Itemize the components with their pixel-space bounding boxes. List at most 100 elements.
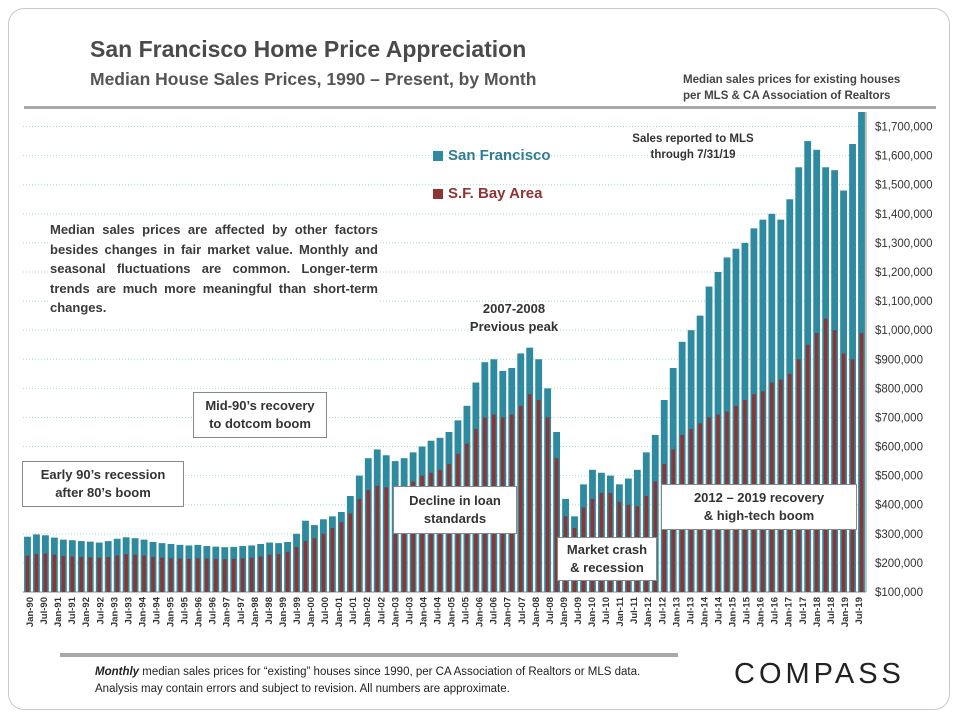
y-tick-label: $1,100,000 [875, 296, 933, 308]
x-tick-label: Jan-05 [447, 596, 458, 627]
x-tick-label: Jul-07 [517, 597, 528, 624]
x-tick-label: Jan-08 [531, 597, 542, 627]
bar-bay-area [178, 558, 182, 592]
x-tick-label: Jul-92 [95, 597, 106, 624]
x-tick-label: Jul-08 [545, 597, 556, 624]
chart-subtitle: Median House Sales Prices, 1990 – Presen… [90, 69, 537, 89]
bar-bay-area [357, 498, 362, 592]
bar-bay-area [258, 556, 263, 592]
bar-bay-area [832, 330, 837, 592]
y-tick-label: $700,000 [875, 412, 923, 424]
x-tick-label: Jul-10 [601, 597, 612, 624]
annotation-recovery: 2012 – 2019 recovery & high-tech boom [661, 484, 857, 530]
x-tick-label: Jan-95 [166, 596, 177, 627]
bar-bay-area [321, 533, 326, 592]
bar-bay-area [375, 485, 380, 592]
x-tick-label: Jul-16 [770, 597, 781, 624]
x-tick-label: Jul-13 [685, 597, 696, 624]
footer-divider [60, 653, 678, 657]
bar-bay-area [34, 554, 39, 592]
y-tick-label: $600,000 [875, 442, 923, 454]
annotation-decline-line-2: standards [423, 511, 487, 526]
x-tick-label: Jul-17 [798, 597, 809, 624]
annotation-peak-line-2: Previous peak [469, 319, 559, 334]
footer-italic: Monthly [95, 666, 140, 678]
annotation-market-crash: Market crash & recession [557, 537, 657, 581]
x-tick-label: Jul-12 [657, 597, 668, 624]
x-tick-label: Jul-99 [292, 597, 303, 624]
x-tick-label: Jan-98 [250, 597, 261, 627]
x-tick-label: Jan-01 [334, 596, 345, 627]
bar-bay-area [841, 353, 846, 592]
source-note: Median sales prices for existing houses … [683, 72, 923, 104]
annotation-peak-line-1: 2007-2008 [482, 301, 546, 316]
annotation-early-90s-line-1: Early 90’s recession [40, 467, 166, 482]
y-tick-label: $100,000 [875, 587, 923, 599]
chart-title: San Francisco Home Price Appreciation [90, 36, 527, 62]
bar-bay-area [276, 554, 281, 592]
source-note-line-2: per MLS & CA Association of Realtors [683, 90, 891, 102]
bar-bay-area [214, 558, 218, 592]
x-tick-label: Jan-92 [81, 597, 92, 627]
bar-bay-area [196, 558, 200, 592]
bar-bay-area [205, 558, 209, 592]
bar-bay-area [393, 491, 397, 592]
annotation-decline-loan-standards: Decline in loan standards [393, 486, 517, 534]
bar-bay-area [402, 488, 406, 592]
legend-label-san-francisco: San Francisco [448, 147, 551, 164]
x-tick-label: Jul-93 [123, 597, 134, 624]
bar-bay-area [285, 551, 290, 592]
x-tick-label: Jul-19 [854, 597, 865, 624]
x-tick-label: Jan-96 [194, 597, 205, 627]
x-tick-label: Jan-91 [53, 596, 64, 627]
bar-bay-area [151, 557, 155, 592]
annotation-early-90s: Early 90’s recession after 80’s boom [22, 461, 184, 507]
x-tick-label: Jul-02 [376, 597, 387, 624]
x-tick-label: Jan-97 [222, 597, 233, 627]
bar-bay-area [303, 541, 308, 592]
x-tick-label: Jul-90 [39, 597, 50, 624]
bar-bay-area [267, 554, 272, 592]
x-tick-label: Jul-14 [713, 596, 724, 624]
bar-bay-area [160, 557, 164, 592]
bar-bay-area [796, 359, 801, 592]
bar-bay-area [187, 558, 191, 592]
y-tick-label: $1,200,000 [875, 267, 933, 279]
bar-bay-area [554, 458, 559, 592]
bar-bay-area [169, 558, 173, 592]
bar-bay-area [527, 394, 532, 592]
annotation-decline-line-1: Decline in loan [409, 493, 501, 508]
legend-item-bay-area: S.F. Bay Area [433, 185, 543, 202]
annotation-mid-90s-line-2: to dotcom boom [209, 416, 311, 431]
bar-bay-area [653, 481, 658, 592]
annotation-mid-90s: Mid-90’s recovery to dotcom boom [193, 392, 327, 438]
x-tick-label: Jul-03 [404, 597, 415, 624]
bar-bay-area [249, 557, 254, 592]
annotation-reported: Sales reported to MLS through 7/31/19 [618, 131, 768, 163]
bar-bay-area [79, 557, 84, 592]
bar-bay-area [142, 555, 146, 592]
x-tick-label: Jan-14 [699, 596, 710, 627]
bar-bay-area [70, 556, 75, 592]
bar-bay-area [312, 538, 317, 592]
x-tick-label: Jan-99 [278, 597, 289, 627]
bar-bay-area [518, 405, 523, 592]
bar-bay-area [97, 557, 102, 592]
bar-bay-area [25, 555, 30, 592]
bar-bay-area [850, 359, 855, 592]
x-tick-label: Jan-06 [475, 597, 486, 627]
y-tick-label: $1,400,000 [875, 209, 933, 221]
x-tick-label: Jan-04 [418, 596, 429, 627]
x-tick-label: Jul-15 [742, 596, 753, 624]
y-tick-label: $800,000 [875, 383, 923, 395]
x-tick-label: Jul-98 [264, 597, 275, 624]
footer-note: Monthly median sales prices for “existin… [95, 664, 675, 698]
x-tick-label: Jul-00 [320, 597, 331, 624]
x-tick-label: Jul-94 [151, 596, 162, 624]
x-tick-label: Jan-02 [362, 597, 373, 627]
y-tick-label: $1,000,000 [875, 325, 933, 337]
x-tick-label: Jan-19 [840, 597, 851, 627]
x-tick-label: Jan-00 [306, 597, 317, 627]
y-tick-label: $300,000 [875, 529, 923, 541]
bar-bay-area [43, 553, 48, 592]
